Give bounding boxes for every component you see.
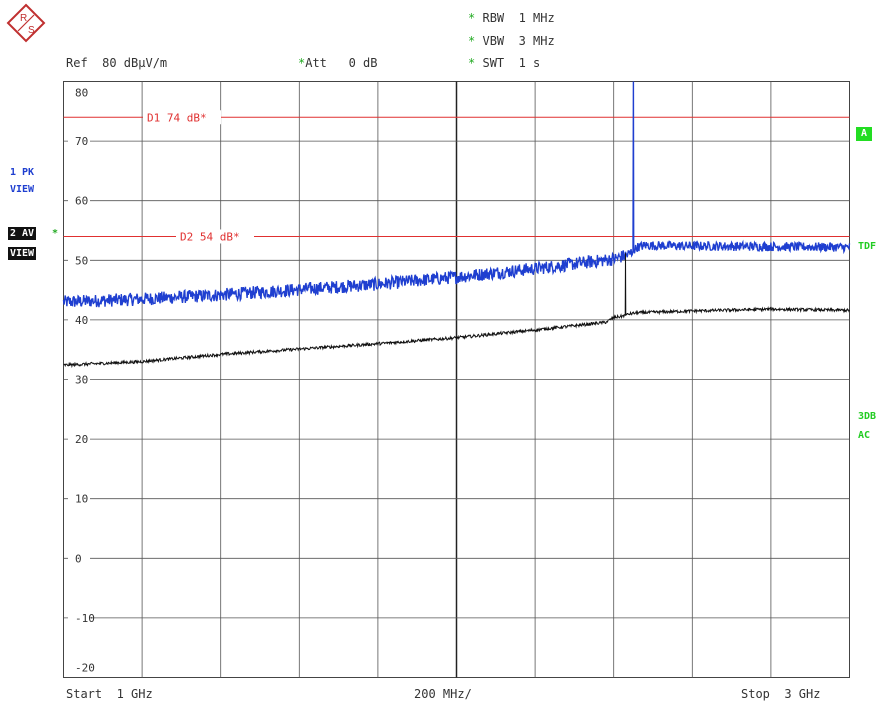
start-frequency: Start 1 GHz [66, 687, 153, 701]
attenuation-setting: *Att 0 dB [298, 56, 378, 70]
grid [63, 81, 850, 678]
rohde-schwarz-logo: R S [6, 3, 46, 43]
y-tick-label: -10 [75, 612, 95, 625]
sweep-time-setting: * SWT 1 s [468, 56, 541, 70]
y-tick-label: 10 [75, 493, 88, 506]
input-a-badge: A [856, 127, 873, 141]
svg-text:S: S [28, 25, 35, 36]
y-tick-labels: 80 70 60 50 40 30 20 10 0 -10 -20 [68, 87, 95, 675]
y-tick-label: 30 [75, 374, 88, 387]
tdf-indicator: TDF [858, 241, 877, 252]
svg-text:R: R [20, 13, 27, 24]
tick-label-bg [68, 433, 90, 446]
tick-label-bg [68, 552, 90, 565]
y-tick-label: -20 [75, 662, 95, 675]
display-line-label: D1 74 dB* [147, 111, 207, 124]
ac-indicator: AC [858, 430, 871, 441]
y-tick-label: 60 [75, 195, 88, 208]
tick-label-bg [68, 254, 90, 267]
trace2-mode-badge: 2 AV [8, 227, 37, 240]
average-trace-line [63, 253, 850, 369]
y-tick-label: 0 [75, 552, 82, 565]
reference-level: Ref 80 dBµV/m [66, 56, 168, 70]
display-line-label-bg [143, 110, 221, 125]
span-per-division: 200 MHz/ [414, 687, 472, 701]
trace2-view-badge: VIEW [8, 247, 37, 260]
y-tick-label: 70 [75, 135, 88, 148]
tick-label-bg [68, 611, 90, 624]
tick-label-bg [68, 313, 90, 326]
traces [62, 81, 851, 369]
trace1-mode: 1 PK [10, 167, 35, 178]
tick-label-bg [68, 492, 90, 505]
tick-label-bg [68, 373, 90, 386]
y-tick-label: 80 [75, 87, 88, 100]
stop-frequency: Stop 3 GHz [741, 687, 821, 701]
vbw-setting: * VBW 3 MHz [468, 34, 555, 48]
y-tick-label: 20 [75, 433, 88, 446]
y-tick-label: 40 [75, 314, 88, 327]
y-tick-label: 50 [75, 254, 88, 267]
trace1-view: VIEW [10, 184, 35, 195]
tick-label-bg [68, 194, 90, 207]
3db-indicator: 3DB [858, 411, 877, 422]
display-line-label-bg [176, 229, 254, 244]
peak-trace-line [62, 81, 851, 308]
trace2-star: * [52, 228, 59, 239]
display-lines: D1 74 dB* D2 54 dB* [63, 110, 850, 244]
tick-label-bg [68, 135, 90, 148]
rbw-setting: * RBW 1 MHz [468, 11, 555, 25]
display-line-label: D2 54 dB* [180, 230, 240, 243]
